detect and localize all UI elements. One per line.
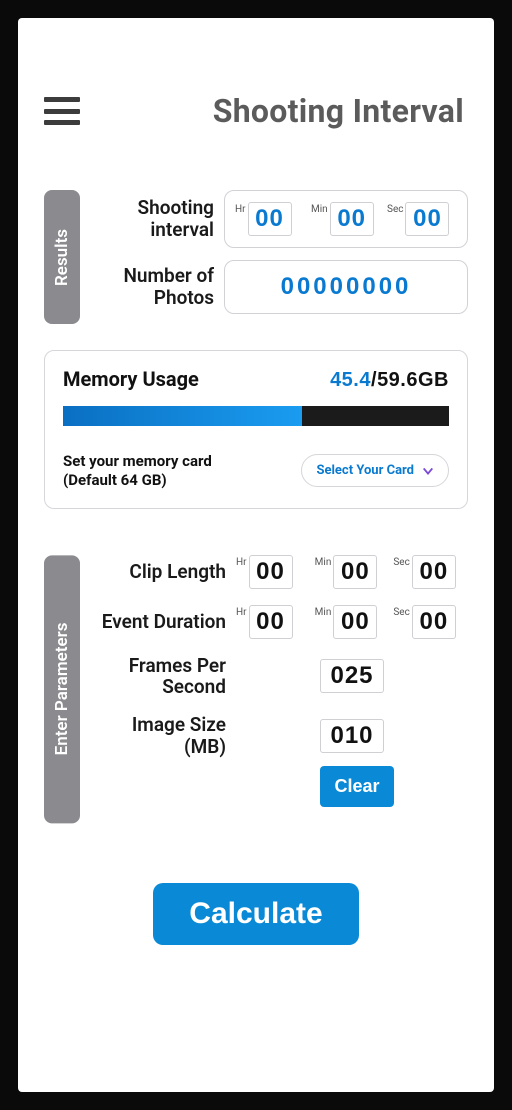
chevron-down-icon	[422, 465, 434, 477]
shooting-interval-row: Shooting interval Hr 00 Min 00 Sec 00	[94, 190, 468, 248]
clear-button[interactable]: Clear	[320, 766, 393, 807]
clip-hr-input[interactable]: 00	[249, 555, 293, 589]
fps-input[interactable]: 025	[320, 659, 384, 693]
event-sec-input[interactable]: 00	[412, 605, 456, 639]
select-card-button[interactable]: Select Your Card	[301, 454, 449, 487]
num-photos-row: Number of Photos 00000000	[94, 260, 468, 314]
fps-label: Frames Per Second	[94, 655, 236, 699]
num-photos-label: Number of Photos	[94, 265, 224, 309]
results-tab: Results	[44, 190, 80, 324]
clip-min-input[interactable]: 00	[333, 555, 377, 589]
event-hr-input[interactable]: 00	[249, 605, 293, 639]
parameters-section: Enter Parameters Clip Length Hr 00 Min 0…	[44, 555, 468, 823]
shooting-interval-label: Shooting interval	[94, 197, 224, 241]
memory-bar-fill	[63, 406, 302, 426]
image-size-row: Image Size (MB) 010	[94, 714, 468, 758]
menu-icon[interactable]	[44, 97, 80, 125]
event-duration-label: Event Duration	[94, 611, 236, 633]
interval-sec-value: 00	[405, 202, 449, 236]
memory-bar	[63, 406, 449, 426]
clip-length-label: Clip Length	[94, 561, 236, 583]
interval-hr-value: 00	[248, 202, 292, 236]
image-size-input[interactable]: 010	[320, 719, 384, 753]
num-photos-value: 00000000	[224, 260, 468, 314]
event-min-input[interactable]: 00	[333, 605, 377, 639]
results-section: Results Shooting interval Hr 00 Min 00 S…	[44, 190, 468, 324]
header: Shooting Interval	[44, 92, 468, 130]
image-size-label: Image Size (MB)	[94, 714, 236, 758]
calculate-button[interactable]: Calculate	[153, 883, 358, 945]
min-label: Min	[311, 202, 328, 215]
interval-min-value: 00	[330, 202, 374, 236]
parameters-tab: Enter Parameters	[44, 555, 80, 823]
memory-note: Set your memory card (Default 64 GB)	[63, 452, 212, 490]
event-duration-row: Event Duration Hr 00 Min 00 Sec 00	[94, 605, 468, 639]
clip-length-row: Clip Length Hr 00 Min 00 Sec 00	[94, 555, 468, 589]
memory-used: 45.4	[330, 369, 371, 391]
page-title: Shooting Interval	[80, 92, 468, 130]
clip-sec-input[interactable]: 00	[412, 555, 456, 589]
select-card-label: Select Your Card	[316, 463, 414, 478]
sec-label: Sec	[387, 202, 403, 215]
memory-card: Memory Usage 45.4/59.6GB Set your memory…	[44, 350, 468, 509]
shooting-interval-box: Hr 00 Min 00 Sec 00	[224, 190, 468, 248]
memory-title: Memory Usage	[63, 367, 199, 391]
fps-row: Frames Per Second 025	[94, 655, 468, 699]
hr-label: Hr	[235, 202, 246, 215]
app-screen: Shooting Interval Results Shooting inter…	[18, 18, 494, 1092]
memory-total: 59.6GB	[377, 369, 449, 391]
memory-value: 45.4/59.6GB	[330, 369, 449, 392]
clear-row: Clear	[94, 766, 468, 807]
